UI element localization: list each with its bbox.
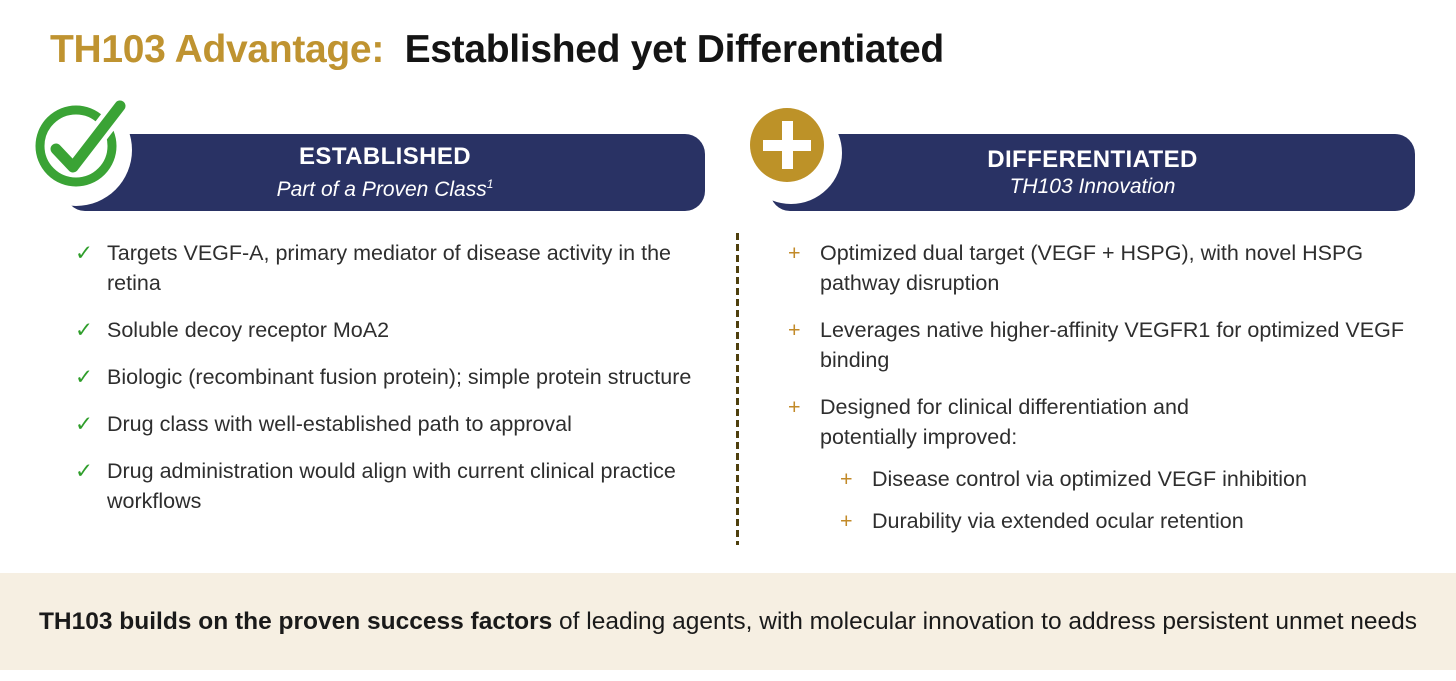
- footnote-ref: 1: [486, 176, 494, 191]
- check-bullet-icon: ✓: [75, 365, 94, 389]
- list-item: ✓ Drug administration would align with c…: [75, 456, 707, 516]
- list-item: + Optimized dual target (VEGF + HSPG), w…: [788, 238, 1428, 298]
- page-title-highlight: TH103 Advantage:: [50, 28, 385, 71]
- list-item: + Designed for clinical differentiation …: [788, 392, 1428, 548]
- sub-bullet-list: + Disease control via optimized VEGF inh…: [840, 464, 1428, 536]
- plus-icon-bar: [781, 121, 793, 169]
- bullet-group: Designed for clinical differentiation an…: [820, 392, 1428, 548]
- plus-bullet-icon: +: [788, 241, 801, 265]
- check-bullet-icon: ✓: [75, 241, 94, 265]
- bullet-text: Soluble decoy receptor MoA2: [107, 318, 390, 342]
- list-item: + Disease control via optimized VEGF inh…: [840, 464, 1428, 494]
- dashed-divider: [736, 233, 739, 545]
- bullet-text: Durability via extended ocular retention: [872, 509, 1244, 533]
- differentiated-header-banner: DIFFERENTIATED TH103 Innovation: [770, 134, 1415, 211]
- bullet-text: Designed for clinical differentiation an…: [820, 395, 1189, 449]
- check-bullet-icon: ✓: [75, 459, 94, 483]
- differentiated-subtitle: TH103 Innovation: [1009, 174, 1176, 198]
- check-circle-icon: [35, 96, 130, 187]
- bullet-text: Targets VEGF-A, primary mediator of dise…: [107, 241, 671, 295]
- established-subtitle: Part of a Proven Class1: [65, 171, 705, 203]
- established-title: ESTABLISHED: [299, 142, 471, 170]
- bullet-text: Leverages native higher-affinity VEGFR1 …: [820, 318, 1404, 372]
- plus-bullet-icon: +: [840, 467, 853, 491]
- established-bullet-list: ✓ Targets VEGF-A, primary mediator of di…: [75, 238, 707, 533]
- footer-text: TH103 builds on the proven success facto…: [39, 608, 1417, 636]
- list-item: ✓ Soluble decoy receptor MoA2: [75, 315, 707, 345]
- list-item: + Leverages native higher-affinity VEGFR…: [788, 315, 1428, 375]
- bullet-text: Biologic (recombinant fusion protein); s…: [107, 365, 692, 389]
- plus-bullet-icon: +: [840, 509, 853, 533]
- footer-band: TH103 builds on the proven success facto…: [0, 573, 1456, 670]
- list-item: + Durability via extended ocular retenti…: [840, 506, 1428, 536]
- page-title: TH103 Advantage: Established yet Differe…: [50, 28, 944, 72]
- bullet-text: Optimized dual target (VEGF + HSPG), wit…: [820, 241, 1364, 295]
- bullet-text: Drug class with well-established path to…: [107, 412, 572, 436]
- list-item: ✓ Biologic (recombinant fusion protein);…: [75, 362, 707, 392]
- differentiated-bullet-list: + Optimized dual target (VEGF + HSPG), w…: [788, 238, 1428, 565]
- footer-rest-text: of leading agents, with molecular innova…: [552, 607, 1418, 635]
- list-item: ✓ Drug class with well-established path …: [75, 409, 707, 439]
- page-title-rest: Established yet Differentiated: [404, 28, 945, 71]
- check-bullet-icon: ✓: [75, 412, 94, 436]
- list-item: ✓ Targets VEGF-A, primary mediator of di…: [75, 238, 707, 298]
- plus-bullet-icon: +: [788, 318, 801, 342]
- established-header-banner: ESTABLISHED Part of a Proven Class1: [65, 134, 705, 211]
- check-bullet-icon: ✓: [75, 318, 94, 342]
- established-subtitle-text: Part of a Proven Class: [276, 177, 487, 201]
- bullet-text: Drug administration would align with cur…: [107, 459, 676, 513]
- footer-bold-text: TH103 builds on the proven success facto…: [38, 607, 553, 635]
- plus-bullet-icon: +: [788, 395, 801, 419]
- plus-circle-icon: [750, 108, 824, 182]
- bullet-text: Disease control via optimized VEGF inhib…: [872, 467, 1307, 491]
- differentiated-title: DIFFERENTIATED: [987, 145, 1198, 173]
